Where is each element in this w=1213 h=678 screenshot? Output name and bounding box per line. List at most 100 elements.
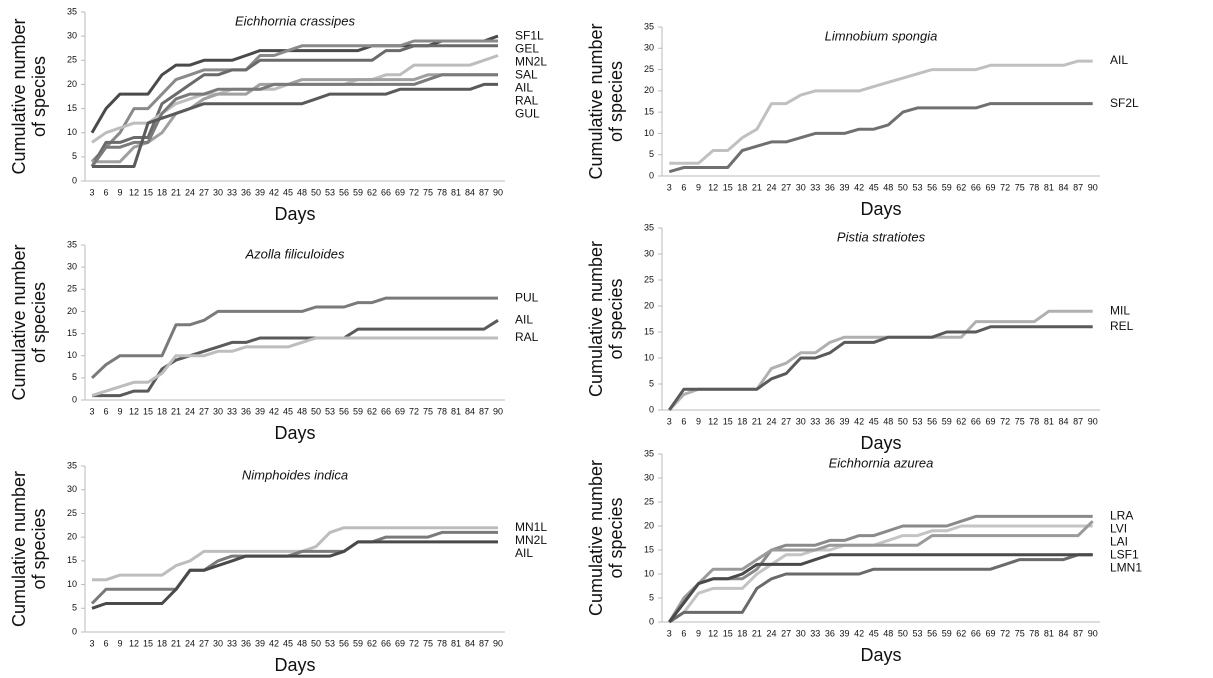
series-label: LSF1 (1110, 548, 1139, 562)
x-tick-label: 48 (883, 182, 893, 192)
x-tick-label: 90 (493, 406, 503, 416)
series-label: GUL (515, 106, 540, 120)
x-tick-label: 48 (297, 406, 307, 416)
x-tick-label: 48 (883, 628, 893, 638)
series-label: SAL (515, 67, 538, 81)
x-tick-label: 24 (185, 187, 195, 197)
x-tick-label: 36 (825, 182, 835, 192)
y-tick-label: 25 (644, 274, 654, 284)
x-tick-label: 59 (942, 416, 952, 426)
x-tick-label: 81 (451, 406, 461, 416)
x-tick-label: 15 (723, 182, 733, 192)
series-line (668, 553, 1093, 623)
chart-title: Nimphoides indica (242, 467, 348, 482)
y-tick-label: 20 (67, 79, 77, 89)
x-tick-label: 3 (667, 416, 672, 426)
x-tick-label: 87 (1073, 182, 1083, 192)
x-tick-label: 30 (796, 416, 806, 426)
y-tick-label: 25 (644, 496, 654, 506)
y-axis-label-line: Cumulative number (586, 241, 606, 397)
x-tick-label: 66 (381, 187, 391, 197)
x-tick-label: 15 (143, 406, 153, 416)
x-tick-label: 66 (971, 182, 981, 192)
x-tick-label: 48 (297, 187, 307, 197)
y-tick-label: 10 (67, 350, 77, 360)
x-tick-label: 21 (171, 187, 181, 197)
x-tick-label: 81 (1044, 416, 1054, 426)
x-tick-label: 84 (1058, 416, 1068, 426)
series-line (92, 526, 498, 582)
x-tick-label: 72 (1000, 416, 1010, 426)
x-tick-label: 18 (157, 406, 167, 416)
x-tick-label: 39 (255, 638, 265, 648)
x-tick-label: 78 (1029, 182, 1039, 192)
x-tick-label: 56 (339, 638, 349, 648)
x-tick-label: 87 (1073, 416, 1083, 426)
x-tick-label: 50 (898, 182, 908, 192)
x-tick-label: 53 (912, 182, 922, 192)
x-tick-label: 69 (985, 182, 995, 192)
y-axis-label-line: of species (29, 508, 49, 589)
x-tick-label: 69 (985, 416, 995, 426)
x-tick-label: 12 (708, 182, 718, 192)
x-tick-label: 24 (766, 628, 776, 638)
x-tick-label: 6 (103, 406, 108, 416)
x-tick-label: 12 (129, 406, 139, 416)
x-tick-label: 36 (241, 638, 251, 648)
x-tick-label: 6 (681, 628, 686, 638)
series-label: SF1L (515, 28, 544, 42)
series-label: GEL (515, 41, 539, 55)
x-tick-label: 6 (681, 416, 686, 426)
x-tick-label: 78 (437, 638, 447, 648)
y-axis-label-line: of species (606, 278, 626, 359)
y-tick-label: 30 (67, 262, 77, 272)
x-tick-label: 3 (89, 638, 94, 648)
y-axis-label-line: Cumulative number (9, 18, 29, 174)
x-tick-label: 30 (213, 638, 223, 648)
series-label: SF2L (1110, 96, 1139, 110)
x-tick-label: 9 (117, 187, 122, 197)
x-tick-label: 56 (927, 416, 937, 426)
series-line (91, 336, 498, 398)
x-tick-label: 90 (493, 187, 503, 197)
y-axis-label-line: of species (606, 497, 626, 578)
series-label: AIL (515, 80, 533, 94)
x-tick-label: 75 (423, 638, 433, 648)
y-tick-label: 25 (67, 284, 77, 294)
x-tick-label: 15 (723, 416, 733, 426)
x-tick-label: 81 (1044, 182, 1054, 192)
x-tick-label: 30 (796, 628, 806, 638)
x-tick-label: 56 (339, 187, 349, 197)
x-axis-label: Days (274, 204, 315, 224)
x-tick-label: 3 (667, 182, 672, 192)
y-tick-label: 35 (644, 222, 654, 232)
y-tick-label: 30 (67, 31, 77, 41)
y-tick-label: 0 (649, 616, 654, 626)
y-tick-label: 30 (67, 484, 77, 494)
x-tick-label: 39 (255, 187, 265, 197)
x-tick-label: 9 (117, 406, 122, 416)
series-label: AIL (1110, 53, 1128, 67)
y-tick-label: 10 (67, 579, 77, 589)
x-tick-label: 72 (1000, 628, 1010, 638)
series-line (668, 553, 1093, 624)
y-axis-label-line: of species (606, 61, 626, 142)
y-tick-label: 35 (644, 21, 654, 31)
y-tick-label: 35 (67, 239, 77, 249)
x-tick-label: 56 (927, 628, 937, 638)
x-tick-label: 62 (956, 628, 966, 638)
x-tick-label: 87 (479, 406, 489, 416)
series-label: LMN1 (1110, 561, 1142, 575)
series-line (92, 73, 498, 164)
y-tick-label: 10 (644, 128, 654, 138)
series-label: AIL (515, 312, 533, 326)
x-tick-label: 48 (883, 416, 893, 426)
x-tick-label: 15 (143, 187, 153, 197)
x-tick-label: 53 (912, 416, 922, 426)
y-tick-label: 20 (67, 306, 77, 316)
series-label: MN1L (515, 520, 547, 534)
y-tick-label: 10 (644, 352, 654, 362)
x-tick-label: 36 (825, 416, 835, 426)
x-tick-label: 6 (681, 182, 686, 192)
